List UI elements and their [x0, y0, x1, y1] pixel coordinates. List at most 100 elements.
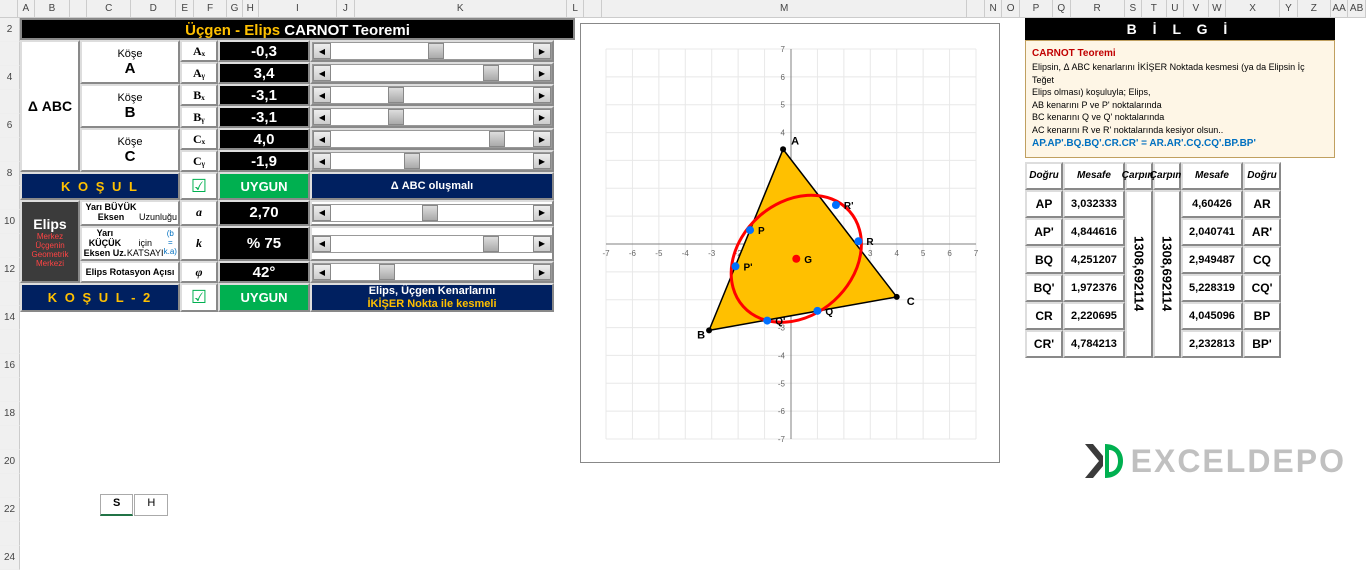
slider-track[interactable]: [331, 205, 533, 221]
segment-value: 2,220695: [1063, 302, 1125, 330]
coord-value: -1,9: [218, 150, 310, 172]
svg-text:5: 5: [781, 101, 786, 110]
segment-name: CR': [1025, 330, 1063, 358]
condition-1-row: K O Ş U L ☑ UYGUN Δ ABC oluşmalı: [20, 172, 575, 200]
segment-value: 4,60426: [1181, 190, 1243, 218]
info-line: Elips olması) koşuluyla; Elips,: [1032, 86, 1328, 99]
slider-right-button[interactable]: ▶: [533, 153, 551, 169]
sheet-tab-s[interactable]: S: [100, 494, 133, 516]
slider-left-button[interactable]: ◀: [313, 131, 331, 147]
slider-track[interactable]: [331, 131, 533, 147]
coord-symbol: Bᵧ: [180, 106, 218, 128]
slider-right-button[interactable]: ▶: [533, 43, 551, 59]
slider-right-button[interactable]: ▶: [533, 131, 551, 147]
svg-text:5: 5: [921, 249, 926, 258]
slider-right-button[interactable]: ▶: [533, 65, 551, 81]
sheet-tab-h[interactable]: H: [134, 494, 168, 516]
coord-symbol: Aᵧ: [180, 62, 218, 84]
slider-left-button[interactable]: ◀: [313, 153, 331, 169]
svg-text:Q: Q: [825, 307, 833, 318]
ellipse-param-value: 42°: [218, 261, 310, 283]
segment-value: 1,972376: [1063, 274, 1125, 302]
slider-thumb[interactable]: [428, 43, 444, 59]
slider-track[interactable]: [331, 109, 533, 125]
slider-track[interactable]: [331, 87, 533, 103]
svg-text:-3: -3: [708, 249, 716, 258]
slider-left-button[interactable]: ◀: [313, 205, 331, 221]
slider-thumb[interactable]: [483, 65, 499, 81]
condition-1-message: Δ ABC oluşmalı: [310, 172, 554, 200]
coord-symbol: Cᵧ: [180, 150, 218, 172]
segment-name: AR: [1243, 190, 1281, 218]
slider-left-button[interactable]: ◀: [313, 264, 331, 280]
slider-track[interactable]: [331, 65, 533, 81]
check-icon: ☑: [180, 283, 218, 311]
slider-track[interactable]: [331, 43, 533, 59]
segment-name: CR: [1025, 302, 1063, 330]
slider-thumb[interactable]: [388, 87, 404, 103]
slider-right-button[interactable]: ▶: [533, 236, 551, 252]
slider-thumb[interactable]: [388, 109, 404, 125]
svg-text:4: 4: [894, 249, 899, 258]
segment-name: BP': [1243, 330, 1281, 358]
slider-left-button[interactable]: ◀: [313, 236, 331, 252]
slider-thumb[interactable]: [483, 236, 499, 252]
ellipse-param-symbol: a: [180, 200, 218, 226]
svg-text:R': R': [844, 201, 854, 212]
condition-2-row: K O Ş U L - 2 ☑ UYGUN Elips, Üçgen Kenar…: [20, 283, 575, 311]
slider-left-button[interactable]: ◀: [313, 65, 331, 81]
slider-right-button[interactable]: ▶: [533, 109, 551, 125]
info-heading: CARNOT Teoremi: [1032, 47, 1328, 61]
slider-thumb[interactable]: [489, 131, 505, 147]
segment-value: 2,040741: [1181, 218, 1243, 246]
svg-text:P: P: [758, 226, 765, 237]
coord-symbol: Bₓ: [180, 84, 218, 106]
svg-text:-7: -7: [602, 249, 610, 258]
ellipse-param-desc: Yarı KÜÇÜK Eksen Uz.için KATSAYI (b = k.…: [80, 226, 180, 262]
product-left: 1308,692114: [1125, 190, 1153, 358]
segment-name: BP: [1243, 302, 1281, 330]
slider-track[interactable]: [331, 264, 533, 280]
svg-text:6: 6: [781, 73, 786, 82]
slider-track[interactable]: [331, 236, 533, 252]
triangle-params-grid: Δ ABCKöşeAAₓ-0,3 ◀ ▶ Aᵧ3,4 ◀ ▶ KöşeBBₓ-3…: [20, 40, 575, 172]
chart-panel: -7-6-5-4-3-2-11234567-7-6-5-4-3-2-112345…: [575, 18, 1015, 498]
svg-text:4: 4: [781, 129, 786, 138]
svg-text:3: 3: [868, 249, 873, 258]
info-line: BC kenarını Q ve Q' noktalarında: [1032, 111, 1328, 124]
ellipse-param-value: 2,70: [218, 200, 310, 226]
coord-value: -3,1: [218, 106, 310, 128]
segment-value: 4,251207: [1063, 246, 1125, 274]
svg-text:-7: -7: [778, 435, 786, 444]
slider-track[interactable]: [331, 153, 533, 169]
chart: -7-6-5-4-3-2-11234567-7-6-5-4-3-2-112345…: [580, 23, 1000, 463]
segment-name: BQ: [1025, 246, 1063, 274]
svg-text:7: 7: [974, 249, 979, 258]
ellipse-param-symbol: k: [180, 226, 218, 262]
slider-right-button[interactable]: ▶: [533, 87, 551, 103]
slider-thumb[interactable]: [404, 153, 420, 169]
segment-name: BQ': [1025, 274, 1063, 302]
slider-right-button[interactable]: ▶: [533, 264, 551, 280]
slider-thumb[interactable]: [422, 205, 438, 221]
vertex-label-B: KöşeB: [80, 84, 180, 128]
result-header: Mesafe: [1063, 162, 1125, 190]
watermark: EXCELDEPO: [1077, 436, 1346, 486]
check-icon: ☑: [180, 172, 218, 200]
coord-value: -3,1: [218, 84, 310, 106]
result-header: Doğru: [1025, 162, 1063, 190]
slider-thumb[interactable]: [379, 264, 395, 280]
slider-left-button[interactable]: ◀: [313, 109, 331, 125]
slider-left-button[interactable]: ◀: [313, 43, 331, 59]
svg-text:-4: -4: [778, 351, 786, 360]
column-headers: ABCDEFGHIJKLMNOPQRSTUVWXYZAAAB: [0, 0, 1366, 18]
slider-left-button[interactable]: ◀: [313, 87, 331, 103]
svg-text:-4: -4: [682, 249, 690, 258]
chart-svg: -7-6-5-4-3-2-11234567-7-6-5-4-3-2-112345…: [581, 24, 1001, 464]
info-line: AC kenarını R ve R' noktalarında kesiyor…: [1032, 124, 1328, 137]
segment-value: 4,045096: [1181, 302, 1243, 330]
slider-right-button[interactable]: ▶: [533, 205, 551, 221]
left-panel: Üçgen - Elips CARNOT Teoremi Δ ABCKöşeAA…: [20, 18, 575, 498]
coord-value: -0,3: [218, 40, 310, 62]
segment-name: CQ: [1243, 246, 1281, 274]
